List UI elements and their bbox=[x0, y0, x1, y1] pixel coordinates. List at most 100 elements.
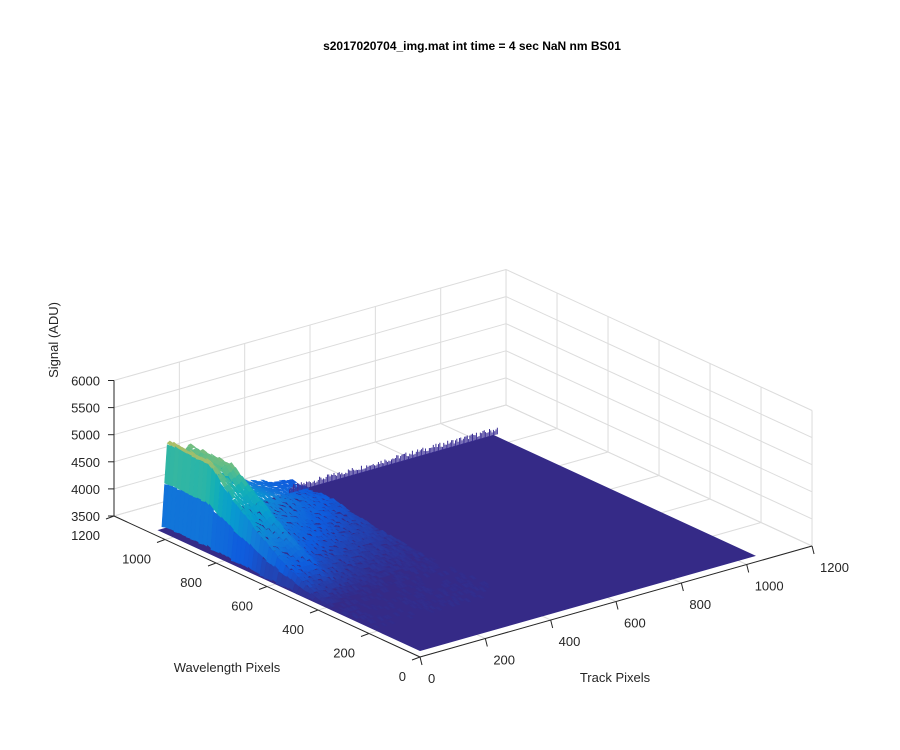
surface-patch bbox=[379, 622, 388, 627]
surface-patch bbox=[323, 547, 332, 554]
surface-patch bbox=[456, 596, 465, 602]
surface-patch bbox=[343, 595, 353, 600]
surface-patch bbox=[448, 587, 457, 592]
surface-patch bbox=[415, 605, 425, 611]
surface-patch bbox=[367, 572, 377, 577]
surface-patch bbox=[456, 585, 465, 590]
surface-patch bbox=[203, 459, 212, 465]
y-tick-mark bbox=[360, 633, 370, 637]
z-tick-label: 4000 bbox=[71, 482, 100, 497]
x-tick-label: 1000 bbox=[755, 579, 784, 594]
surface-patch bbox=[360, 520, 369, 525]
surface-patch bbox=[381, 582, 390, 587]
surface-patch bbox=[419, 595, 428, 600]
surface-patch bbox=[376, 553, 385, 558]
surface-patch bbox=[261, 521, 269, 530]
surface-patch bbox=[351, 614, 360, 619]
surface-patch bbox=[322, 591, 331, 598]
surface-patch bbox=[403, 551, 413, 555]
surface-patch bbox=[276, 545, 285, 553]
surface-patch bbox=[331, 502, 340, 507]
surface-patch bbox=[351, 585, 360, 591]
surface-patch bbox=[393, 558, 402, 564]
y-tick-label: 600 bbox=[231, 599, 253, 614]
surface-patch bbox=[468, 575, 477, 580]
surface-patch bbox=[414, 575, 423, 581]
surface-patch bbox=[394, 584, 404, 589]
surface-patch bbox=[288, 511, 298, 517]
x-tick-mark bbox=[419, 656, 423, 666]
surface-patch bbox=[459, 575, 468, 580]
surface-patch bbox=[219, 477, 228, 488]
surface-patch bbox=[359, 597, 368, 602]
surface-patch bbox=[240, 497, 249, 505]
surface-patch bbox=[337, 549, 346, 555]
surface-patch bbox=[345, 572, 354, 578]
surface-patch bbox=[386, 581, 395, 585]
surface-patch bbox=[404, 562, 413, 567]
surface-patch bbox=[321, 544, 330, 550]
z-tick-label: 5500 bbox=[71, 401, 100, 416]
surface-patch bbox=[324, 604, 333, 609]
surface-patch bbox=[360, 594, 370, 599]
surface-patch bbox=[274, 506, 283, 512]
surface-patch bbox=[334, 514, 343, 519]
surface-patch bbox=[396, 571, 406, 576]
grid-line-z-back bbox=[113, 323, 507, 436]
y-axis-label: Wavelength Pixels bbox=[174, 660, 281, 675]
surface-patch bbox=[377, 550, 386, 555]
surface-patch bbox=[472, 586, 481, 591]
surface-patch bbox=[236, 502, 244, 511]
surface-patch bbox=[461, 583, 470, 588]
surface-patch bbox=[355, 610, 364, 615]
z-tick-label: 4500 bbox=[71, 455, 100, 470]
surface-patch bbox=[388, 560, 397, 565]
surface-patch bbox=[458, 572, 467, 577]
surface-patch bbox=[351, 524, 360, 530]
surface-patch bbox=[356, 547, 365, 552]
surface-patch bbox=[364, 559, 373, 564]
surface-patch bbox=[263, 503, 272, 513]
surface-patch bbox=[370, 548, 379, 553]
surface-patch bbox=[358, 615, 367, 621]
surface-patch bbox=[334, 536, 343, 542]
surface-patch bbox=[306, 579, 315, 585]
surface-patch bbox=[469, 593, 478, 598]
surface-patch bbox=[338, 526, 347, 532]
surface-patch bbox=[451, 598, 460, 603]
surface-patch bbox=[364, 605, 373, 610]
surface-patch bbox=[296, 534, 305, 541]
y-tick-mark bbox=[258, 586, 268, 590]
surface-patch bbox=[427, 557, 437, 561]
surface-patch bbox=[234, 496, 243, 506]
surface-patch bbox=[379, 588, 388, 593]
surface-patch bbox=[415, 587, 424, 592]
surface-patch bbox=[299, 576, 308, 581]
surface-patch bbox=[374, 566, 383, 572]
surface-patch bbox=[366, 619, 375, 624]
surface-patch bbox=[376, 616, 385, 621]
surface-patch bbox=[283, 510, 292, 516]
surface-patch bbox=[296, 505, 305, 511]
surface-patch bbox=[425, 590, 435, 596]
surface-patch bbox=[323, 501, 332, 507]
surface-patch bbox=[440, 583, 449, 588]
surface-patch bbox=[345, 579, 354, 585]
y-tick-label: 1200 bbox=[71, 528, 100, 543]
surface-patch bbox=[379, 529, 388, 535]
surface-patch bbox=[352, 550, 361, 556]
surface-patch bbox=[357, 543, 366, 549]
surface-patch bbox=[370, 526, 380, 530]
surface-patch bbox=[346, 538, 355, 544]
grid-line-z-back bbox=[113, 269, 507, 381]
x-tick-mark bbox=[811, 545, 815, 555]
surface-patch bbox=[260, 494, 270, 503]
surface-patch bbox=[328, 524, 337, 530]
surface-patch bbox=[290, 527, 300, 534]
surface-patch bbox=[413, 563, 422, 568]
surface-patch bbox=[308, 508, 317, 514]
surface-patch bbox=[287, 494, 297, 499]
surface-patch bbox=[346, 515, 355, 521]
grid-line-z-back bbox=[113, 296, 507, 409]
